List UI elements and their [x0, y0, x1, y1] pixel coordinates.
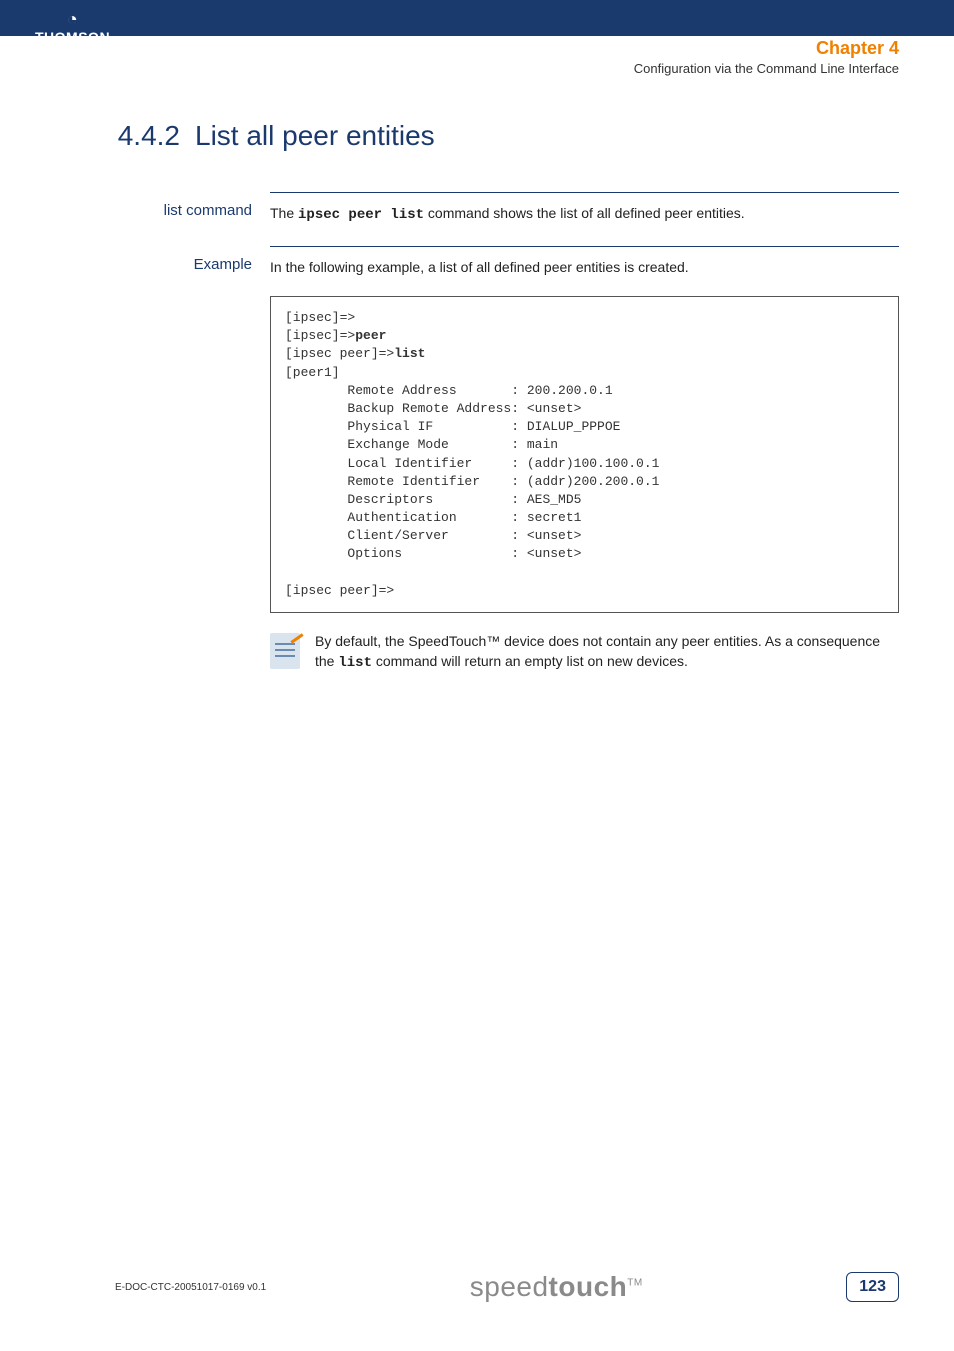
example-intro: In the following example, a list of all …	[270, 257, 899, 278]
chapter-heading: Chapter 4 Configuration via the Command …	[634, 38, 899, 76]
section-title-text: List all peer entities	[195, 120, 435, 151]
chapter-subtitle: Configuration via the Command Line Inter…	[634, 61, 899, 76]
chapter-label: Chapter 4	[634, 38, 899, 59]
header-bar	[0, 0, 954, 36]
section-number: 4.4.2	[100, 120, 180, 152]
logo-icon: ◔	[35, 10, 110, 28]
text-post: command shows the list of all defined pe…	[424, 205, 745, 221]
list-command-body: The ipsec peer list command shows the li…	[270, 192, 899, 226]
page-footer: E-DOC-CTC-20051017-0169 v0.1 speedtouchT…	[115, 1271, 899, 1303]
note-text: By default, the SpeedTouch™ device does …	[315, 631, 899, 674]
note-post: command will return an empty list on new…	[372, 653, 688, 669]
note-icon	[270, 631, 315, 674]
brand-logo: ◔ THOMSON	[35, 10, 110, 44]
doc-id: E-DOC-CTC-20051017-0169 v0.1	[115, 1282, 266, 1293]
command-inline: ipsec peer list	[298, 207, 424, 223]
footer-brand: speedtouchTM	[470, 1271, 643, 1303]
side-label-example: Example	[115, 246, 270, 674]
brand-light: speed	[470, 1271, 549, 1302]
list-command-text: The ipsec peer list command shows the li…	[270, 203, 899, 226]
example-row: Example In the following example, a list…	[115, 246, 899, 674]
logo-text: THOMSON	[35, 29, 110, 45]
text-pre: The	[270, 205, 298, 221]
brand-tm: TM	[627, 1278, 642, 1289]
code-block: [ipsec]=> [ipsec]=>peer [ipsec peer]=>li…	[270, 296, 899, 613]
page-content: 4.4.2List all peer entities list command…	[115, 120, 899, 694]
list-command-row: list command The ipsec peer list command…	[115, 192, 899, 226]
section-title: 4.4.2List all peer entities	[195, 120, 899, 152]
example-body: In the following example, a list of all …	[270, 246, 899, 674]
page-number: 123	[846, 1272, 899, 1302]
note-cmd: list	[338, 655, 372, 671]
divider	[270, 192, 899, 193]
brand-bold: touch	[549, 1271, 628, 1302]
note-block: By default, the SpeedTouch™ device does …	[270, 631, 899, 674]
side-label-list-command: list command	[115, 192, 270, 226]
divider	[270, 246, 899, 247]
